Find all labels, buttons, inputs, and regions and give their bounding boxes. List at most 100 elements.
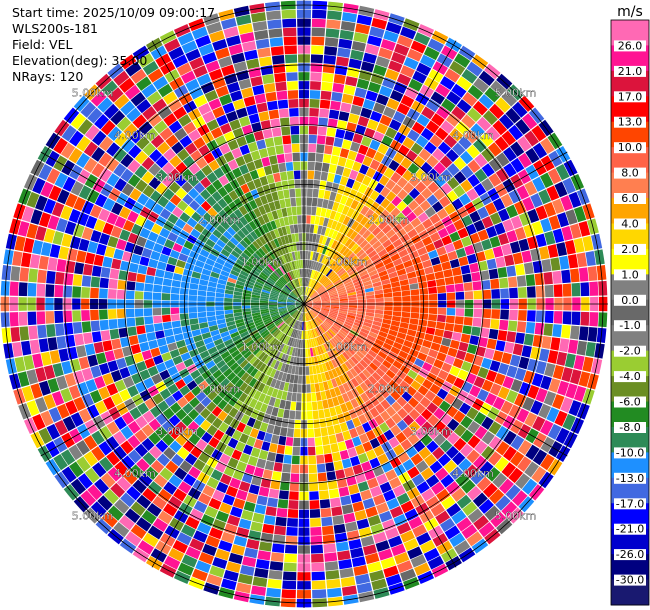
velocity-gate [325, 209, 332, 219]
velocity-gate [396, 177, 408, 189]
velocity-gate [315, 207, 322, 217]
velocity-gate [310, 215, 316, 225]
velocity-gate [568, 191, 582, 208]
velocity-gate [544, 362, 556, 377]
velocity-gate [314, 162, 323, 171]
velocity-gate [319, 180, 327, 190]
velocity-gate [439, 76, 456, 90]
velocity-gate [521, 345, 532, 358]
velocity-gate [348, 189, 358, 199]
velocity-gate [452, 239, 464, 250]
velocity-gate [304, 297, 311, 304]
velocity-gate [321, 306, 330, 309]
velocity-gate [312, 306, 321, 310]
velocity-gate [321, 236, 328, 245]
velocity-gate [325, 269, 333, 277]
velocity-gate [382, 239, 392, 249]
velocity-gate [330, 155, 340, 165]
velocity-gate [339, 298, 348, 302]
velocity-gate [517, 310, 527, 322]
velocity-gate [403, 259, 413, 268]
velocity-gate [543, 271, 553, 285]
velocity-gate [433, 188, 446, 201]
velocity-gate [437, 285, 446, 294]
velocity-gate [518, 152, 532, 169]
velocity-gate [388, 159, 400, 172]
velocity-gate [489, 103, 505, 119]
velocity-gate [494, 136, 509, 152]
velocity-gate [589, 312, 599, 327]
velocity-gate [564, 353, 576, 368]
velocity-gate [414, 240, 425, 250]
velocity-gate [429, 213, 441, 225]
velocity-gate [509, 354, 521, 367]
velocity-gate [487, 142, 502, 157]
velocity-gate [329, 311, 338, 316]
velocity-gate [311, 27, 326, 37]
velocity-gate [346, 67, 360, 78]
velocity-gate [312, 304, 322, 307]
velocity-gate [415, 268, 426, 277]
velocity-gate [424, 266, 434, 275]
velocity-gate [430, 91, 446, 105]
velocity-gate [304, 302, 313, 304]
velocity-gate [552, 324, 562, 338]
velocity-gate [328, 228, 335, 238]
velocity-gate [464, 291, 474, 300]
velocity-gate [374, 293, 384, 299]
velocity-gate [516, 185, 530, 200]
velocity-gate [311, 293, 319, 299]
colorbar-tick-label: -17.0 [616, 497, 644, 510]
velocity-gate [307, 269, 311, 278]
velocity-gate [356, 289, 365, 295]
velocity-gate [500, 288, 509, 299]
velocity-gate [481, 216, 494, 229]
velocity-gate [488, 157, 503, 172]
velocity-gate [343, 278, 352, 285]
velocity-gate [336, 243, 345, 253]
velocity-gate [547, 244, 559, 258]
velocity-gate [316, 262, 321, 271]
velocity-gate [385, 127, 398, 139]
velocity-gate [552, 228, 565, 243]
velocity-gate [510, 141, 525, 157]
velocity-gate [304, 304, 312, 307]
velocity-gate [437, 227, 449, 239]
velocity-gate [332, 146, 342, 157]
velocity-gate [364, 284, 373, 290]
velocity-gate [451, 198, 464, 211]
velocity-gate [503, 162, 517, 178]
velocity-gate [390, 281, 401, 288]
velocity-gate [431, 201, 444, 213]
velocity-gate [400, 284, 410, 291]
velocity-gate [317, 225, 323, 235]
velocity-gate [343, 186, 352, 197]
velocity-gate [425, 273, 436, 281]
velocity-gate [314, 282, 320, 290]
velocity-gate [392, 223, 403, 234]
velocity-gate [369, 26, 385, 39]
velocity-gate [466, 344, 478, 355]
velocity-gate [347, 240, 356, 250]
colorbar-units-label: m/s [617, 4, 643, 20]
velocity-gate [311, 280, 317, 289]
velocity-gate [437, 307, 447, 315]
velocity-gate [414, 168, 427, 181]
velocity-gate [559, 255, 570, 270]
velocity-gate [481, 279, 491, 290]
velocity-gate [312, 296, 320, 301]
velocity-gate [350, 199, 359, 210]
velocity-gate [394, 212, 406, 223]
velocity-gate [517, 136, 532, 152]
velocity-gate [346, 286, 355, 292]
velocity-gate [484, 348, 495, 360]
velocity-gate [447, 176, 460, 190]
velocity-gate [347, 150, 358, 161]
velocity-gate [580, 311, 590, 326]
velocity-gate [420, 187, 433, 200]
velocity-gate [321, 302, 331, 304]
velocity-gate [535, 205, 548, 220]
velocity-gate [451, 106, 466, 121]
velocity-gate [304, 297, 310, 304]
velocity-gate [307, 287, 311, 296]
